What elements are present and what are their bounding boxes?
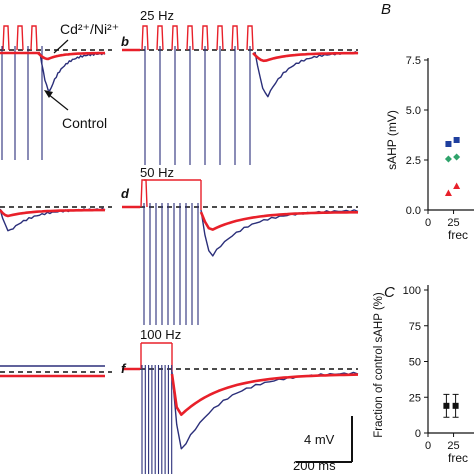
freq-label-f: 100 Hz bbox=[140, 327, 181, 342]
trace-control-d bbox=[200, 209, 359, 257]
chart-b-ytick-label-3: 7.5 bbox=[406, 55, 421, 67]
freq-label-b: 25 Hz bbox=[140, 8, 174, 23]
trace-cdni-f bbox=[170, 373, 359, 416]
chart-c-ytick-label-3: 75 bbox=[409, 321, 421, 333]
trace-cdni-c bbox=[0, 208, 105, 218]
scale-ms-label: 200 ms bbox=[293, 458, 336, 473]
spike-red-b-0 bbox=[141, 25, 149, 51]
chart-b-ytick-label-0: 0.0 bbox=[406, 205, 421, 217]
chart-b-point-1-1 bbox=[453, 153, 461, 161]
chart-b-ytick-label-2: 5.0 bbox=[406, 105, 421, 117]
chart-b-point-1-0 bbox=[444, 155, 452, 163]
control-arrow bbox=[47, 93, 69, 111]
spike-red-b-4 bbox=[201, 25, 209, 51]
spike-red-b-3 bbox=[186, 25, 194, 51]
cdni-label: Cd²⁺/Ni²⁺ bbox=[60, 21, 119, 37]
chart-b-xlabel: frec bbox=[448, 228, 468, 242]
chart-c-ytick-label-4: 100 bbox=[403, 285, 421, 297]
spike-red-b-6 bbox=[231, 25, 239, 51]
freq-label-d: 50 Hz bbox=[140, 165, 174, 180]
chart-c-xtick-label-0: 0 bbox=[425, 440, 431, 452]
spike-red-a-1 bbox=[16, 25, 24, 51]
chart-b-xtick-label-1: 25 bbox=[447, 217, 459, 229]
chart-b-point-0-1 bbox=[453, 137, 460, 143]
panel-letter-f: f bbox=[121, 361, 127, 376]
chart-b-point-2-0 bbox=[444, 189, 452, 196]
chart-b-ylabel: sAHP (mV) bbox=[385, 110, 399, 170]
chart-c: Fraction of control sAHP (%) frec 0 25 50 7… bbox=[373, 285, 474, 465]
spike-red-b-5 bbox=[216, 25, 224, 51]
chart-c-ytick-label-2: 50 bbox=[409, 357, 421, 369]
chart-c-point-0-1 bbox=[452, 402, 459, 409]
chart-b: sAHP (mV) frec 0.0 2.5 5.0 7.5 0 25 bbox=[385, 55, 474, 242]
chart-b-xtick-label-0: 0 bbox=[425, 217, 431, 229]
panel-letter-d: d bbox=[121, 186, 130, 201]
spike-red-d-0 bbox=[140, 179, 148, 208]
spike-red-a-0 bbox=[2, 25, 10, 51]
chart-c-ytick-label-1: 25 bbox=[409, 392, 421, 404]
cdni-arrow bbox=[53, 39, 69, 54]
trace-cdni-a bbox=[37, 51, 105, 61]
spike-red-b-1 bbox=[156, 25, 164, 51]
chart-b-point-2-1 bbox=[453, 182, 461, 189]
chart-c-xlabel: frec bbox=[448, 451, 468, 465]
chart-c-ylabel: Fraction of control sAHP (%) bbox=[373, 292, 385, 438]
chart-c-xtick-label-1: 25 bbox=[447, 440, 459, 452]
trace-cdni-d bbox=[199, 211, 358, 231]
chart-b-ytick-label-1: 2.5 bbox=[406, 155, 421, 167]
trace-cdni-b bbox=[252, 51, 358, 63]
spike-red-b-2 bbox=[171, 25, 179, 51]
chart-c-point-0-0 bbox=[443, 402, 450, 409]
spike-red-a-2 bbox=[30, 25, 38, 51]
panel-letter-B: B bbox=[381, 1, 391, 18]
chart-b-point-0-0 bbox=[445, 141, 452, 147]
control-label: Control bbox=[62, 115, 107, 131]
panel-letter-C: C bbox=[384, 284, 395, 301]
chart-c-ytick-label-0: 0 bbox=[415, 428, 421, 440]
trace-layer bbox=[0, 25, 359, 474]
panel-letter-b: b bbox=[121, 34, 129, 49]
control-arrow-head bbox=[44, 90, 53, 98]
spike-red-b-7 bbox=[246, 25, 254, 51]
trace-control-a bbox=[39, 52, 106, 92]
scale-mv-label: 4 mV bbox=[304, 432, 335, 447]
